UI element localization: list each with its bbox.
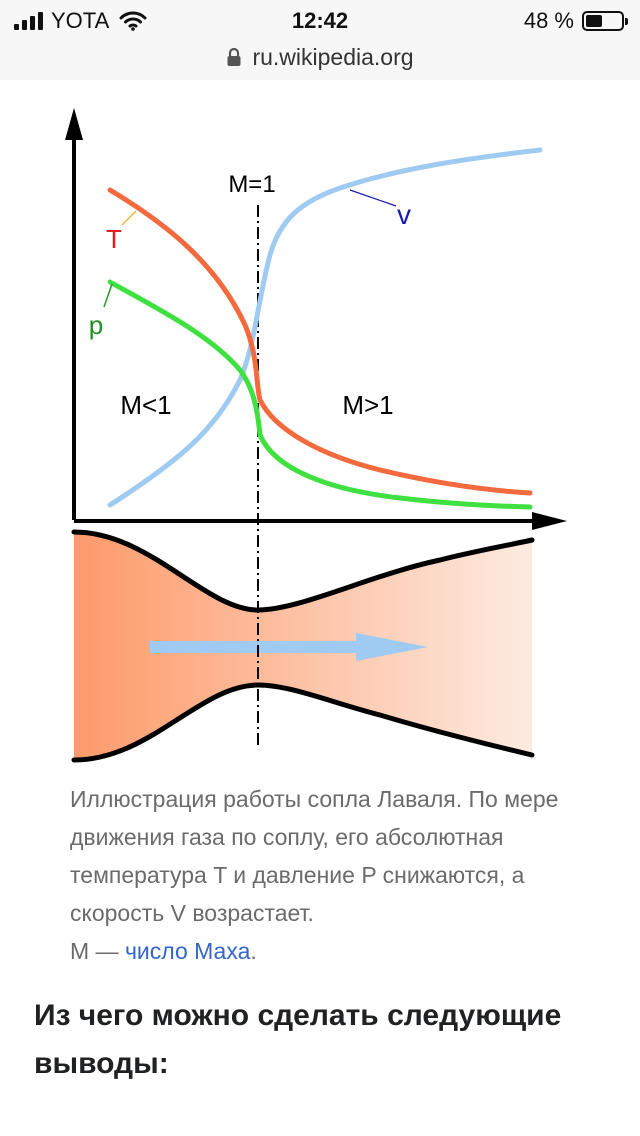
carrier-name: YOTA (51, 8, 110, 33)
velocity-leader (349, 189, 397, 207)
battery-icon (582, 11, 628, 31)
battery-fill (586, 15, 602, 27)
nozzle-wall-bottom (71, 682, 535, 763)
temperature-curve (107, 187, 533, 496)
temperature-leader (121, 210, 137, 226)
laval-nozzle-figure[interactable]: M=1 T p v M<1 M>1 (0, 80, 640, 780)
figure-caption: Иллюстрация работы сопла Лаваля. По мере… (70, 780, 610, 970)
flow-arrow (150, 633, 428, 661)
status-right: 48 % (523, 8, 628, 34)
lock-icon (227, 47, 241, 66)
label-velocity: v (397, 199, 411, 230)
status-bar: YOTA 12:42 48 % (0, 0, 640, 80)
pressure-curve (107, 279, 533, 510)
wifi-icon (119, 11, 147, 31)
pressure-leader (103, 283, 113, 308)
battery-percent: 48 % (523, 8, 574, 33)
mach-number-link[interactable]: число Маха (124, 938, 251, 964)
caption-mach-prefix: M — (70, 938, 125, 964)
clock: 12:42 (291, 8, 349, 33)
status-left: YOTA (14, 8, 147, 34)
chart-axes (65, 108, 567, 530)
section-heading: Из чего можно сделать следующие выводы: (34, 999, 562, 1080)
caption-mach-line: M — число Маха. (70, 932, 610, 970)
label-subsonic: M<1 (120, 390, 171, 420)
cellular-signal-icon (14, 12, 43, 30)
address-bar[interactable]: ru.wikipedia.org (0, 40, 640, 74)
caption-mach-suffix: . (250, 938, 257, 964)
label-supersonic: M>1 (342, 390, 393, 420)
nozzle-wall-top (71, 529, 535, 613)
velocity-curve (107, 147, 543, 508)
label-temperature: T (106, 224, 122, 254)
label-m-equals-1: M=1 (228, 171, 275, 198)
label-pressure: p (89, 310, 103, 340)
caption-text: Иллюстрация работы сопла Лаваля. По мере… (70, 786, 559, 926)
url-text[interactable]: ru.wikipedia.org (252, 43, 414, 70)
